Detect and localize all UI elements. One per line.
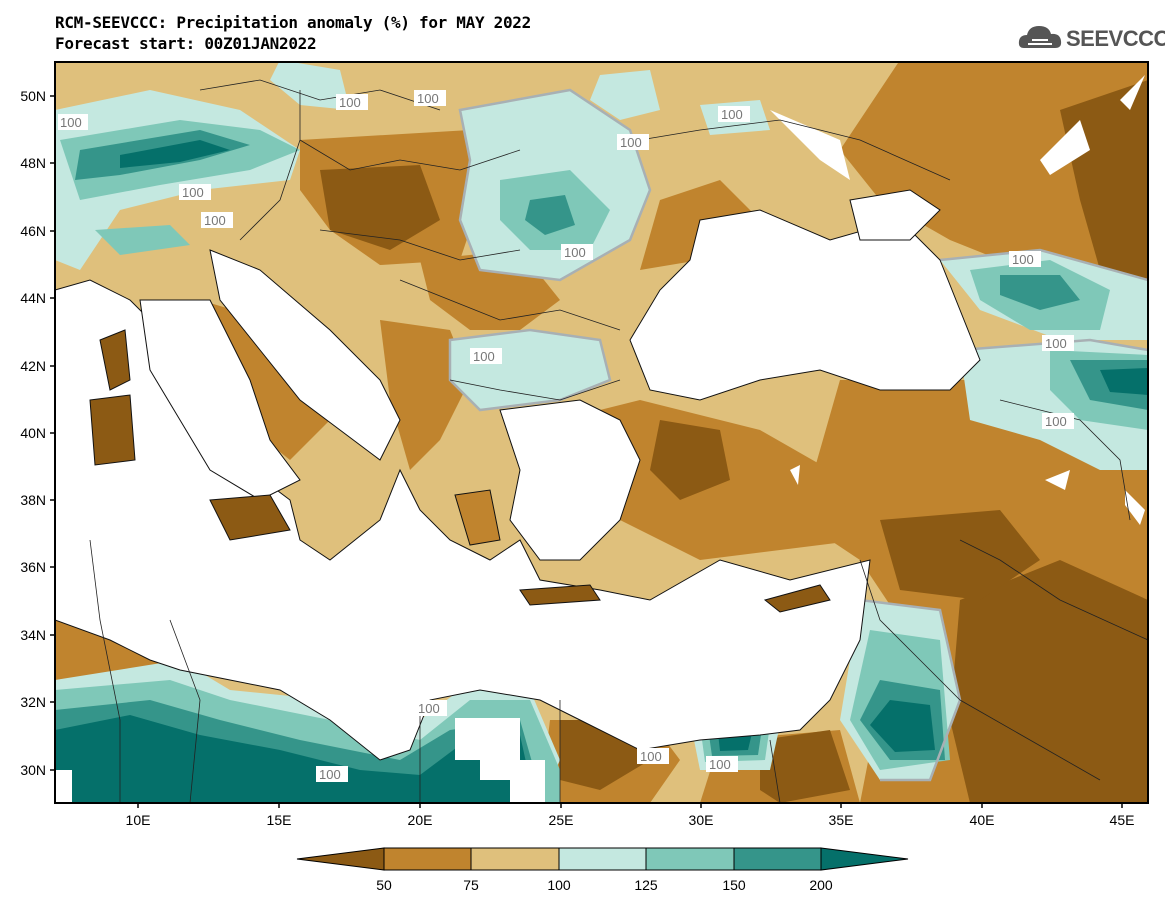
contour-label: 100	[470, 348, 502, 364]
contour-label: 100	[1042, 335, 1074, 351]
contour-label: 100	[316, 766, 348, 782]
lon-ticks	[137, 803, 1123, 808]
svg-text:100: 100	[721, 107, 743, 122]
logo-text: SEEVCCC	[1066, 26, 1165, 51]
svg-text:100: 100	[339, 95, 361, 110]
svg-text:100: 100	[418, 701, 440, 716]
contour-label: 100	[414, 90, 446, 106]
colorbar-tick-label: 100	[547, 877, 571, 893]
svg-text:100: 100	[417, 91, 439, 106]
svg-text:100: 100	[182, 185, 204, 200]
colorbar-segment	[558, 847, 647, 871]
lat-labels: 50N 48N 46N 44N 42N 40N 38N 36N 34N 32N …	[20, 88, 46, 778]
lon-label: 25E	[549, 812, 574, 828]
lon-label: 45E	[1110, 812, 1135, 828]
colorbar-tick-label: 150	[722, 877, 746, 893]
colorbar	[296, 847, 909, 871]
colorbar-segment	[383, 847, 472, 871]
colorbar-tick-label: 75	[463, 877, 479, 893]
svg-text:100: 100	[1045, 336, 1067, 351]
lat-label: 50N	[20, 88, 46, 104]
contour-label: 100	[58, 114, 88, 130]
colorbar-tick-label: 50	[376, 877, 392, 893]
colorbar-tick-label: 200	[809, 877, 833, 893]
lat-label: 34N	[20, 627, 46, 643]
cloud-icon	[1018, 26, 1062, 48]
anomaly-below-50-regions	[90, 80, 1148, 803]
colorbar-segment	[645, 847, 735, 871]
no-data-patches	[55, 75, 1145, 803]
sea-areas	[55, 189, 981, 761]
svg-text:100: 100	[204, 213, 226, 228]
svg-text:100: 100	[620, 135, 642, 150]
lat-label: 48N	[20, 155, 46, 171]
lat-label: 42N	[20, 358, 46, 374]
svg-text:100: 100	[564, 245, 586, 260]
svg-text:100: 100	[60, 115, 82, 130]
lat-label: 36N	[20, 559, 46, 575]
lon-label: 40E	[970, 812, 995, 828]
contour-label: 100	[1042, 413, 1074, 429]
svg-text:100: 100	[709, 757, 731, 772]
seevccc-logo: SEEVCCC	[1018, 22, 1165, 56]
contour-label: 100	[179, 184, 211, 200]
map-title: RCM-SEEVCCC: Precipitation anomaly (%) f…	[55, 13, 531, 32]
lat-label: 32N	[20, 694, 46, 710]
lon-label: 10E	[126, 812, 151, 828]
svg-text:100: 100	[1045, 414, 1067, 429]
contour-label: 100	[617, 134, 649, 150]
lat-label: 30N	[20, 762, 46, 778]
lat-label: 44N	[20, 290, 46, 306]
colorbar-segment	[733, 847, 822, 871]
colorbar-segment	[820, 847, 909, 871]
contour-labels: 100 100 100 100 100 100 100 100 100 100 …	[58, 90, 1074, 782]
contour-label: 100	[201, 212, 233, 228]
contour-label: 100	[1009, 251, 1041, 267]
colorbar-tick-labels: 50 75 100 125 150 200	[376, 877, 833, 893]
forecast-start-subtitle: Forecast start: 00Z01JAN2022	[55, 34, 317, 53]
colorbar-tick-label: 125	[634, 877, 658, 893]
lat-label: 38N	[20, 492, 46, 508]
contour-label: 100	[561, 244, 593, 260]
contour-label: 100	[336, 94, 368, 110]
lon-labels: 10E 15E 20E 25E 30E 35E 40E 45E	[126, 812, 1135, 828]
lon-label: 15E	[267, 812, 292, 828]
contour-label: 100	[718, 106, 750, 122]
country-borders	[89, 79, 1148, 803]
lon-label: 20E	[408, 812, 433, 828]
anomaly-above-200-regions	[55, 140, 1148, 803]
svg-text:100: 100	[473, 349, 495, 364]
lon-label: 35E	[829, 812, 854, 828]
colorbar-segment	[296, 847, 385, 871]
contour-label: 100	[706, 756, 738, 772]
svg-text:100: 100	[319, 767, 341, 782]
lat-label: 40N	[20, 425, 46, 441]
lat-label: 46N	[20, 223, 46, 239]
lat-ticks	[50, 95, 55, 771]
islands	[89, 329, 831, 613]
lon-label: 30E	[689, 812, 714, 828]
colorbar-segment	[470, 847, 560, 871]
contour-label: 100	[415, 700, 447, 716]
svg-text:100: 100	[1012, 252, 1034, 267]
contour-label: 100	[637, 748, 669, 764]
svg-text:100: 100	[640, 749, 662, 764]
map-field: 100 100 100 100 100 100 100 100 100 100 …	[55, 62, 1148, 803]
